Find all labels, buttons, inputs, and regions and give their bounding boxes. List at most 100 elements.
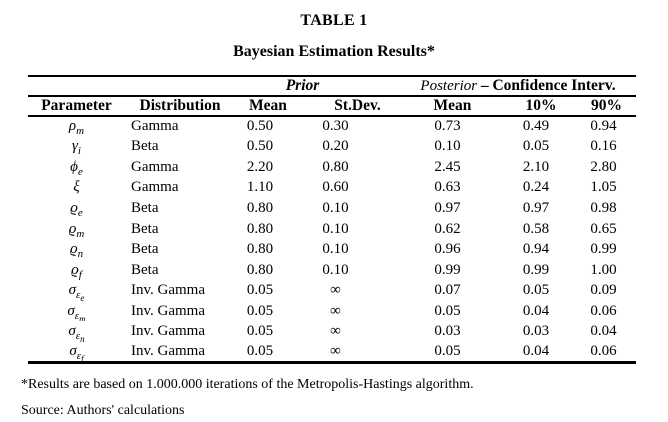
cell-parameter: σεf (28, 342, 125, 363)
parameter-symbol: ϱ (69, 241, 78, 258)
table-row: γi Beta 0.50 0.20 0.10 0.05 0.16 (28, 136, 636, 157)
cell-parameter: σεe (28, 280, 125, 301)
cell-post-mean: 0.73 (434, 118, 461, 135)
cell-90pct: 0.09 (590, 282, 617, 299)
col-header-90pct: 90% (591, 96, 622, 114)
parameter-subscript: e (77, 165, 83, 178)
cell-prior-mean: 0.05 (246, 302, 274, 319)
table-row: ϕe Gamma 2.20 0.80 2.45 2.10 2.80 (28, 157, 636, 178)
parameter-symbol: ϱ (71, 261, 79, 278)
parameter-subscript: i (77, 145, 81, 157)
source-note: Source: Authors' calculations (21, 403, 185, 418)
cell-post-mean: 0.03 (434, 323, 461, 340)
footnote: *Results are based on 1.000.000 iteratio… (21, 377, 474, 392)
cell-parameter: ϱe (28, 198, 125, 219)
table-body: ρm Gamma 0.50 0.30 0.73 0.49 0.94 γi Bet… (28, 116, 636, 363)
cell-distribution: Inv. Gamma (131, 323, 206, 340)
cell-post-mean: 0.99 (434, 261, 461, 278)
parameter-subscript: ε (75, 330, 81, 343)
col-header-10pct: 10% (525, 96, 557, 114)
cell-90pct: 0.65 (590, 220, 617, 237)
cell-90pct: 0.99 (590, 241, 617, 258)
cell-10pct: 0.05 (522, 138, 550, 155)
posterior-group-header: Posterior – Confidence Interv. (400, 76, 636, 96)
posterior-label: Posterior (420, 78, 478, 94)
cell-prior-stdev: 0.80 (322, 158, 349, 175)
cell-prior-mean: 0.50 (246, 118, 274, 135)
parameter-symbol: ρ (68, 118, 77, 135)
cell-prior-stdev: 0.10 (322, 220, 349, 237)
cell-prior-stdev: 0.10 (322, 261, 349, 278)
col-header-distribution: Distribution (139, 96, 221, 114)
cell-10pct: 0.97 (522, 199, 550, 216)
group-header-spacer (28, 76, 235, 96)
cell-post-mean: 0.10 (434, 138, 461, 155)
cell-prior-mean: 0.05 (246, 323, 274, 340)
cell-post-mean: 0.97 (434, 199, 461, 216)
cell-10pct: 0.05 (522, 282, 550, 299)
cell-10pct: 0.04 (522, 302, 550, 319)
cell-90pct: 1.05 (590, 179, 617, 196)
cell-prior-mean: 1.10 (246, 179, 274, 196)
cell-prior-stdev: ∞ (330, 323, 341, 340)
parameter-subscript: f (78, 268, 82, 281)
parameter-subscript: m (76, 227, 85, 240)
parameter-symbol: ϱ (68, 220, 77, 237)
cell-prior-mean: 0.05 (246, 343, 274, 360)
table-row: σεm Inv. Gamma 0.05 ∞ 0.05 0.04 0.06 (28, 301, 636, 322)
cell-prior-stdev: ∞ (330, 282, 341, 299)
cell-10pct: 0.24 (522, 179, 550, 196)
cell-10pct: 0.03 (522, 323, 550, 340)
cell-post-mean: 2.45 (434, 158, 461, 175)
cell-prior-stdev: ∞ (330, 343, 341, 360)
parameter-subsubscript: n (80, 334, 85, 343)
cell-parameter: ϱn (28, 239, 125, 260)
cell-distribution: Inv. Gamma (131, 282, 206, 299)
parameter-subsubscript: f (81, 354, 84, 363)
cell-distribution: Beta (131, 138, 159, 155)
results-table: Prior Posterior – Confidence Interv. Par… (28, 75, 636, 365)
cell-90pct: 0.06 (590, 343, 617, 360)
cell-10pct: 0.99 (522, 261, 550, 278)
parameter-symbol: γ (72, 138, 78, 155)
cell-parameter: σεm (28, 301, 125, 322)
cell-90pct: 0.06 (590, 302, 617, 319)
cell-distribution: Beta (131, 199, 159, 216)
table-row: ϱn Beta 0.80 0.10 0.96 0.94 0.99 (28, 239, 636, 260)
cell-distribution: Gamma (131, 158, 179, 175)
cell-post-mean: 0.62 (434, 220, 461, 237)
page-title: TABLE 1 (300, 12, 368, 29)
parameter-subsubscript: m (79, 314, 86, 322)
cell-distribution: Inv. Gamma (131, 343, 206, 360)
parameter-subscript: ε (76, 289, 81, 301)
table-row: ξ Gamma 1.10 0.60 0.63 0.24 1.05 (28, 177, 636, 198)
parameter-symbol: σ (69, 343, 77, 360)
cell-parameter: ξ (28, 177, 125, 198)
cell-prior-stdev: 0.10 (322, 199, 349, 216)
cell-90pct: 0.98 (590, 199, 617, 216)
table-row: σεf Inv. Gamma 0.05 ∞ 0.05 0.04 0.06 (28, 342, 636, 363)
cell-prior-stdev: ∞ (330, 302, 341, 319)
parameter-symbol: ξ (73, 179, 80, 196)
cell-prior-mean: 0.80 (246, 199, 274, 216)
cell-post-mean: 0.63 (434, 179, 461, 196)
table-header: Prior Posterior – Confidence Interv. Par… (28, 76, 636, 116)
group-header-row: Prior Posterior – Confidence Interv. (28, 76, 636, 96)
col-header-parameter: Parameter (41, 96, 112, 114)
cell-distribution: Gamma (131, 118, 179, 135)
cell-post-mean: 0.07 (434, 282, 461, 299)
cell-parameter: σεn (28, 321, 125, 342)
prior-group-header: Prior (285, 77, 320, 95)
cell-parameter: γi (28, 136, 125, 157)
cell-prior-stdev: 0.10 (322, 241, 349, 258)
parameter-subsubscript: e (80, 293, 85, 301)
cell-10pct: 0.49 (522, 118, 550, 135)
cell-10pct: 2.10 (522, 158, 550, 175)
col-header-post-mean: Mean (433, 96, 472, 114)
cell-10pct: 0.04 (522, 343, 550, 360)
cell-prior-mean: 0.80 (246, 261, 274, 278)
cell-post-mean: 0.96 (434, 241, 461, 258)
parameter-subscript: n (77, 248, 84, 260)
page-subtitle: Bayesian Estimation Results* (233, 43, 435, 60)
cell-distribution: Beta (131, 220, 159, 237)
